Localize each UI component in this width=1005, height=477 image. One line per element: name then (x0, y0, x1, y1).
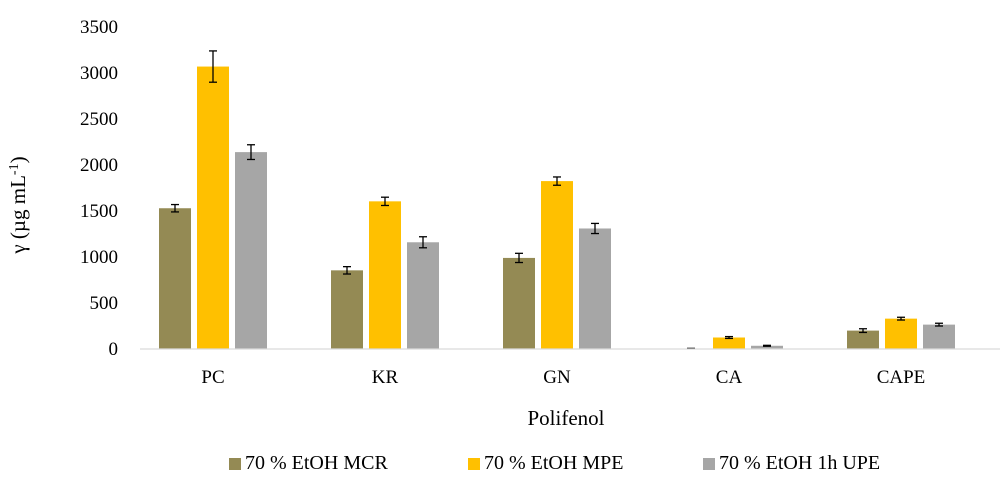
bar (885, 318, 917, 349)
y-tick-label: 500 (90, 293, 119, 314)
bar (541, 181, 573, 349)
y-tick-label: 0 (109, 339, 119, 360)
bar (159, 208, 191, 349)
bar (503, 257, 535, 349)
error-bars (171, 50, 943, 350)
bar (923, 324, 955, 349)
legend-label: 70 % EtOH MCR (245, 452, 388, 474)
legend-swatch (229, 458, 241, 470)
bar (579, 228, 611, 349)
x-tick-label: GN (543, 367, 571, 388)
bar (331, 270, 363, 349)
y-tick-label: 3000 (80, 63, 118, 84)
bar (847, 330, 879, 349)
bar (713, 337, 745, 349)
x-tick-label: CA (716, 367, 743, 388)
y-axis-title-close: ) (6, 156, 30, 163)
legend: 70 % EtOH MCR 70 % EtOH MPE 70 % EtOH 1h U… (229, 452, 880, 474)
bar (751, 345, 783, 349)
x-tick-label: PC (201, 367, 224, 388)
legend-swatch (703, 458, 715, 470)
x-axis-title: Polifenol (528, 406, 605, 430)
y-tick-label: 2500 (80, 109, 118, 130)
legend-label: 70 % EtOH MPE (484, 452, 623, 474)
x-tick-label: CAPE (877, 367, 926, 388)
y-axis-title-main: γ (µg mL (6, 175, 30, 255)
y-tick-label: 3500 (80, 17, 118, 38)
bars (159, 66, 955, 349)
legend-swatch (468, 458, 480, 470)
bar (369, 201, 401, 349)
bar (407, 242, 439, 349)
y-axis-title: γ (µg mL-1) (6, 156, 30, 254)
y-tick-label: 1000 (80, 247, 118, 268)
y-tick-label: 1500 (80, 201, 118, 222)
bar (197, 66, 229, 349)
y-tick-label: 2000 (80, 155, 118, 176)
legend-label: 70 % EtOH 1h UPE (719, 452, 880, 474)
bar (235, 152, 267, 349)
y-axis-ticks: 0 500 1000 1500 2000 2500 3000 3500 (80, 17, 118, 360)
x-axis-ticks: PC KR GN CA CAPE (201, 367, 925, 388)
x-tick-label: KR (372, 367, 399, 388)
y-axis-title-sup: -1 (7, 163, 22, 175)
